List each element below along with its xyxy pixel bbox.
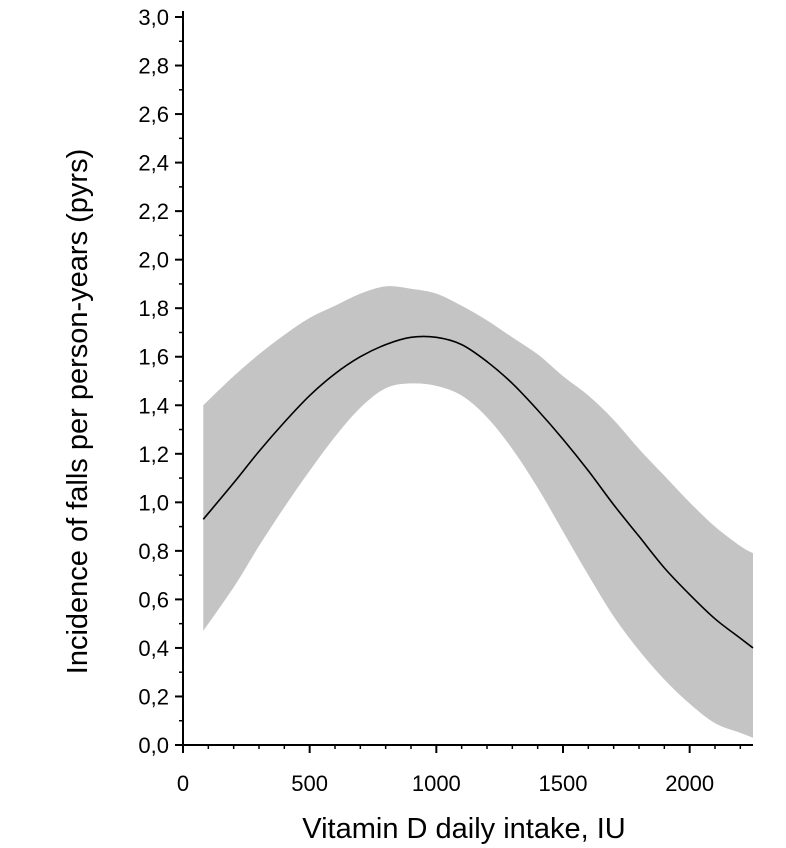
- y-tick-label: 1,2: [138, 442, 169, 467]
- x-tick-label: 1000: [412, 771, 461, 796]
- y-tick-label: 2,6: [138, 102, 169, 127]
- axes-layer: 0,0 0,2 0,4 0,6 0,8 1,0 1,2 1,4 1,6 1,8 2,0 2,2 2,4 2…: [138, 5, 753, 796]
- y-tick-label: 2,4: [138, 151, 169, 176]
- y-tick-label: 1,0: [138, 490, 169, 515]
- y-tick-label: 1,6: [138, 345, 169, 370]
- x-tick-label: 0: [177, 771, 189, 796]
- y-tick-label: 0,2: [138, 684, 169, 709]
- y-tick-label: 0,8: [138, 539, 169, 564]
- series-line-layer: [202, 335, 754, 649]
- x-tick-label: 1500: [539, 771, 588, 796]
- x-tick-label: 2000: [665, 771, 714, 796]
- y-tick-label: 2,8: [138, 54, 169, 79]
- y-tick-label: 3,0: [138, 5, 169, 30]
- confidence-band: [203, 286, 753, 738]
- y-tick-label: 1,4: [138, 393, 169, 418]
- x-tick-label: 500: [291, 771, 328, 796]
- series-line-0: [202, 335, 754, 649]
- y-tick-label: 0,4: [138, 636, 169, 661]
- y-axis-title: Incidence of falls per person-years (pyr…: [62, 149, 94, 674]
- y-tick-label: 0,0: [138, 733, 169, 758]
- y-tick-label: 0,6: [138, 587, 169, 612]
- x-axis-title: Vitamin D daily intake, IU: [302, 813, 625, 845]
- y-tick-label: 1,8: [138, 296, 169, 321]
- y-tick-label: 2,2: [138, 199, 169, 224]
- confidence-band-layer: [203, 286, 753, 738]
- y-tick-label: 2,0: [138, 248, 169, 273]
